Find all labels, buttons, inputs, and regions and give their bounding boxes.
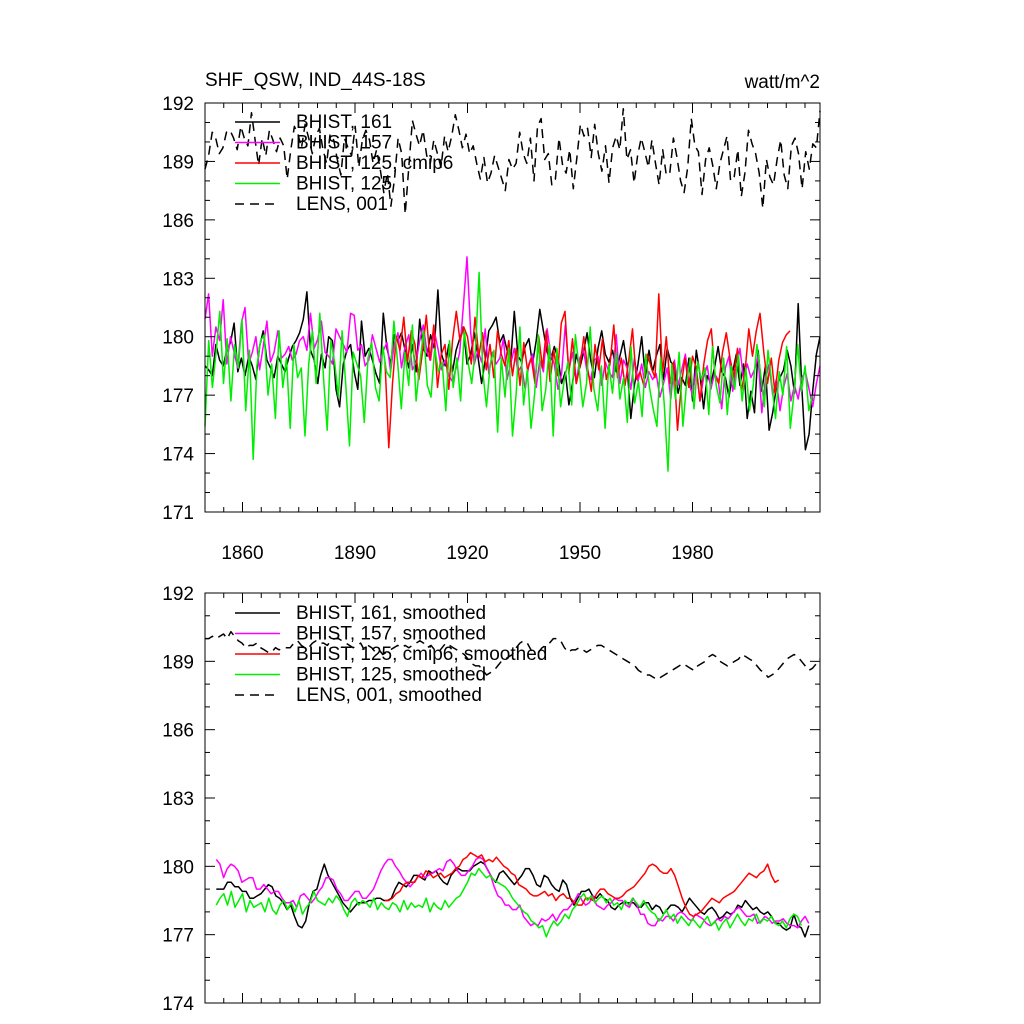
panel1-plot-frame xyxy=(204,102,821,513)
panel2-ytick-label: 192 xyxy=(162,584,194,605)
panel1-ytick-label: 192 xyxy=(162,94,194,115)
panel1-ytick-label: 180 xyxy=(162,328,194,349)
panel2-series-line-5 xyxy=(205,630,821,681)
panel1-xtick-label: 1860 xyxy=(221,543,263,564)
panel-top: 171 174 177 180 183 186 189 192 1860 1890 1920 1950… xyxy=(162,94,821,564)
panel1-ytick-label: 183 xyxy=(162,269,194,290)
panel1-xtick-label: 1950 xyxy=(559,543,601,564)
panel1-title: SHF_QSW, IND_44S-18S xyxy=(205,70,426,91)
panel1-series-line-5 xyxy=(204,108,821,215)
panel1-legend-label-2: BHIST, 157 xyxy=(296,133,392,154)
panel2-series-line-2 xyxy=(215,856,810,929)
panel1-ytick-label: 171 xyxy=(162,503,194,524)
panel2-ytick-label: 177 xyxy=(162,926,194,947)
panel1-legend-label-3: BHIST, 125, cmip6 xyxy=(296,153,453,174)
panel2-ytick-label: 189 xyxy=(162,652,194,673)
panel2-series-line-4 xyxy=(215,867,802,938)
panel2-legend-label-3: BHIST, 125, cmip6, smoothed xyxy=(296,644,547,665)
panel-bottom: 174 177 180 183 186 189 192 BHIST, 161, smoothe… xyxy=(162,584,821,1015)
panel1-xtick-label: 1920 xyxy=(446,543,488,564)
panel1-legend-label-1: BHIST, 161 xyxy=(296,112,392,133)
panel2-ytick-label: 186 xyxy=(162,721,194,742)
panel2-series-line-1 xyxy=(216,861,810,938)
panel1-ytick-label: 186 xyxy=(162,211,194,232)
panel1-legend-label-5: LENS, 001 xyxy=(296,194,388,215)
panel1-ytick-label: 189 xyxy=(162,152,194,173)
panel2-ytick-label: 180 xyxy=(162,857,194,878)
panel1-series-line-2 xyxy=(204,256,821,414)
panel1-ytick-label: 177 xyxy=(162,386,194,407)
panel1-legend-label-4: BHIST, 125 xyxy=(296,174,392,195)
panel2-ytick-label: 174 xyxy=(162,994,194,1015)
panel1-xtick-label: 1980 xyxy=(671,543,713,564)
panel1-series-line-1 xyxy=(204,289,821,451)
panel1-series-line-4 xyxy=(204,271,814,472)
panel2-legend-label-5: LENS, 001, smoothed xyxy=(296,685,482,706)
panel2-ytick-label: 183 xyxy=(162,789,194,810)
panel1-units: watt/m^2 xyxy=(744,72,820,93)
panel1-xtick-label: 1890 xyxy=(334,543,376,564)
panel1-ytick-label: 174 xyxy=(162,445,194,466)
panel2-series-line-3 xyxy=(385,851,780,918)
panel2-legend-label-2: BHIST, 157, smoothed xyxy=(296,624,486,645)
panel2-legend-label-4: BHIST, 125, smoothed xyxy=(296,665,486,686)
panel2-legend-label-1: BHIST, 161, smoothed xyxy=(296,603,486,624)
